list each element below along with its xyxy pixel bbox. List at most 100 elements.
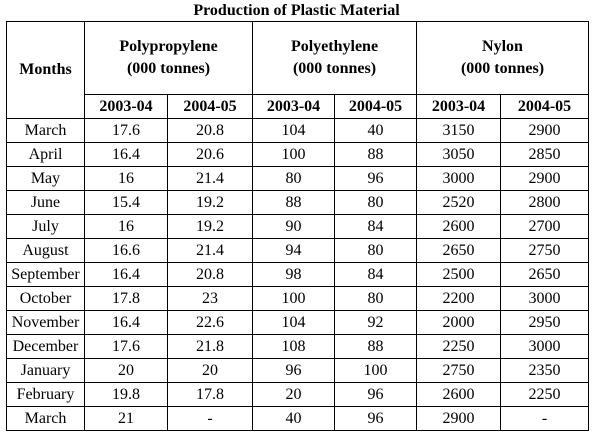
table-row: July 16 19.2 90 84 2600 2700 xyxy=(6,214,590,239)
table-row: January 20 20 96 100 2750 2350 xyxy=(6,358,590,383)
group-unit: (000 tonnes) xyxy=(126,60,211,77)
table-row: August 16.6 21.4 94 80 2650 2750 xyxy=(6,238,590,263)
table-row: November 16.4 22.6 104 92 2000 2950 xyxy=(6,310,590,335)
value-cell: 88 xyxy=(334,142,417,167)
value-cell: 3000 xyxy=(499,334,590,359)
value-cell: 96 xyxy=(334,406,417,431)
month-cell: March xyxy=(6,118,85,143)
value-cell: 2600 xyxy=(416,382,501,407)
month-cell: August xyxy=(6,238,85,263)
value-cell: 2800 xyxy=(499,190,590,215)
group-name: Nylon xyxy=(482,38,523,55)
value-cell: 94 xyxy=(252,238,335,263)
value-cell: 20.8 xyxy=(167,262,253,287)
value-cell: 96 xyxy=(334,166,417,191)
value-cell: 96 xyxy=(252,358,335,383)
value-cell: 16 xyxy=(84,166,168,191)
value-cell: 23 xyxy=(167,286,253,311)
value-cell: 20.8 xyxy=(167,118,253,143)
value-cell: 80 xyxy=(252,166,335,191)
value-cell: 16.6 xyxy=(84,238,168,263)
table-row: May 16 21.4 80 96 3000 2900 xyxy=(6,166,590,191)
value-cell: 19.2 xyxy=(167,214,253,239)
group-header-nylon: Nylon (000 tonnes) xyxy=(415,21,590,95)
months-header: Months xyxy=(6,21,85,119)
month-cell: December xyxy=(6,334,85,359)
value-cell: 2850 xyxy=(499,142,590,167)
value-cell: 3000 xyxy=(499,286,590,311)
value-cell: 100 xyxy=(252,286,335,311)
value-cell: 21 xyxy=(84,406,168,431)
value-cell: 17.6 xyxy=(84,118,168,143)
table-row: September 16.4 20.8 98 84 2500 2650 xyxy=(6,262,590,287)
value-cell: 3050 xyxy=(416,142,501,167)
month-cell: October xyxy=(6,286,85,311)
value-cell: 20 xyxy=(84,358,168,383)
month-cell: June xyxy=(6,190,85,215)
value-cell: 96 xyxy=(334,382,417,407)
year-header: 2003-04 xyxy=(84,94,168,119)
value-cell: 3150 xyxy=(416,118,501,143)
value-cell: 21.8 xyxy=(167,334,253,359)
month-cell: April xyxy=(6,142,85,167)
value-cell: 2600 xyxy=(416,214,501,239)
group-header-row: Months Polypropylene (000 tonnes) Polyet… xyxy=(6,21,590,119)
value-cell: 19.8 xyxy=(84,382,168,407)
year-header: 2003-04 xyxy=(416,94,501,119)
year-header: 2004-05 xyxy=(499,94,590,119)
value-cell: 104 xyxy=(252,118,335,143)
table-row: March 17.6 20.8 104 40 3150 2900 xyxy=(6,118,590,143)
value-cell: 20 xyxy=(252,382,335,407)
value-cell: 20.6 xyxy=(167,142,253,167)
group-name: Polypropylene xyxy=(119,38,218,55)
value-cell: 17.8 xyxy=(84,286,168,311)
value-cell: 2000 xyxy=(416,310,501,335)
value-cell: 21.4 xyxy=(167,166,253,191)
month-cell: July xyxy=(6,214,85,239)
value-cell: 17.8 xyxy=(167,382,253,407)
month-cell: May xyxy=(6,166,85,191)
value-cell: 22.6 xyxy=(167,310,253,335)
value-cell: 104 xyxy=(252,310,335,335)
month-cell: January xyxy=(6,358,85,383)
year-header: 2004-05 xyxy=(167,94,253,119)
group-unit: (000 tonnes) xyxy=(460,60,545,77)
value-cell: 2750 xyxy=(416,358,501,383)
value-cell: 2500 xyxy=(416,262,501,287)
table-row: February 19.8 17.8 20 96 2600 2250 xyxy=(6,382,590,407)
group-header-polypropylene: Polypropylene (000 tonnes) xyxy=(84,21,253,95)
value-cell: 20 xyxy=(167,358,253,383)
value-cell: 2700 xyxy=(499,214,590,239)
value-cell: 2900 xyxy=(416,406,501,431)
year-header-row: 2003-04 2004-05 2003-04 2004-05 2003-04 … xyxy=(7,94,590,119)
value-cell: 3000 xyxy=(416,166,501,191)
value-cell: 2650 xyxy=(499,262,590,287)
value-cell: 88 xyxy=(252,190,335,215)
value-cell: 88 xyxy=(334,334,417,359)
value-cell: 2750 xyxy=(499,238,590,263)
table-row: December 17.6 21.8 108 88 2250 3000 xyxy=(6,334,590,359)
group-header-polyethylene: Polyethylene (000 tonnes) xyxy=(252,21,417,95)
value-cell: 2350 xyxy=(499,358,590,383)
production-table: Months Polypropylene (000 tonnes) Polyet… xyxy=(6,21,590,431)
value-cell: 2900 xyxy=(499,118,590,143)
table-body: March 17.6 20.8 104 40 3150 2900 April 16.4 20.6 1… xyxy=(6,118,590,431)
value-cell: 15.4 xyxy=(84,190,168,215)
value-cell: 80 xyxy=(334,238,417,263)
value-cell: 90 xyxy=(252,214,335,239)
value-cell: 40 xyxy=(252,406,335,431)
value-cell: 80 xyxy=(334,286,417,311)
value-cell: 16 xyxy=(84,214,168,239)
value-cell: 84 xyxy=(334,262,417,287)
value-cell: - xyxy=(499,406,590,431)
value-cell: - xyxy=(167,406,253,431)
year-header: 2003-04 xyxy=(252,94,335,119)
group-name: Polyethylene xyxy=(290,38,379,55)
table-row: April 16.4 20.6 100 88 3050 2850 xyxy=(6,142,590,167)
value-cell: 2950 xyxy=(499,310,590,335)
value-cell: 2520 xyxy=(416,190,501,215)
month-cell: September xyxy=(6,262,85,287)
value-cell: 2200 xyxy=(416,286,501,311)
month-cell: November xyxy=(6,310,85,335)
month-cell: February xyxy=(6,382,85,407)
